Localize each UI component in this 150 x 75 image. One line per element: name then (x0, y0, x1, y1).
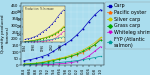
Y-axis label: Quantity produced
(tonnes): Quantity produced (tonnes) (1, 15, 10, 53)
Legend: Carp, Pacific oyster, Silver carp, Grass carp, Whiteleg shrimp, FYP (Atlantic
sa: Carp, Pacific oyster, Silver carp, Grass… (105, 2, 150, 49)
Text: Production  % Increase: Production % Increase (25, 7, 54, 11)
